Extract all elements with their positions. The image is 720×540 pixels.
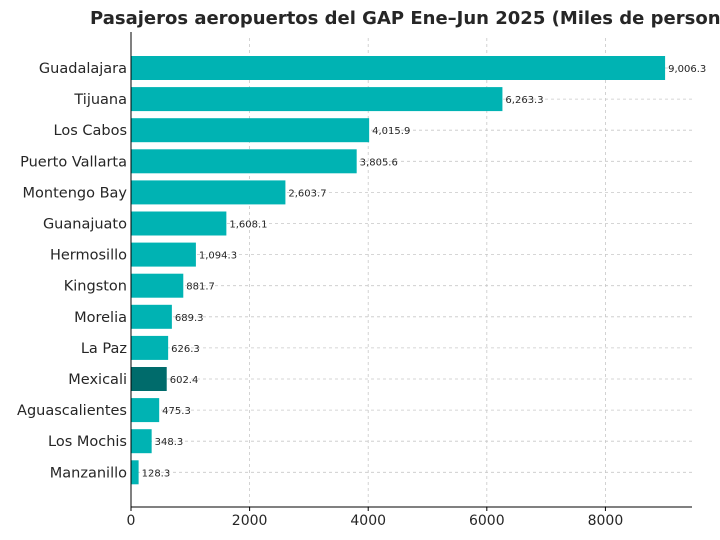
x-tick-label: 0 [127, 513, 136, 529]
category-label: Manzanillo [50, 465, 127, 481]
category-label: Tijuana [73, 92, 127, 108]
value-label: 128.3 [142, 468, 171, 479]
category-label: Los Mochis [48, 434, 127, 450]
value-label: 626.3 [171, 344, 200, 355]
category-label: La Paz [81, 341, 127, 357]
bars [131, 56, 666, 485]
value-label: 475.3 [162, 406, 191, 417]
bar-mexicali [131, 367, 167, 391]
value-label: 4,015.9 [372, 126, 410, 137]
value-label: 2,603.7 [288, 188, 326, 199]
bar-guadalajara [131, 56, 666, 80]
bar-hermosillo [131, 242, 196, 267]
category-label: Mexicali [68, 372, 127, 388]
bar-kingston [131, 273, 184, 298]
value-label: 602.4 [170, 375, 199, 386]
value-labels: 9,006.3 6,263.3 4,015.9 3,805.6 2,603.7 1,608… [142, 64, 707, 479]
bar-guanajuato [131, 211, 227, 236]
category-label: Hermosillo [50, 248, 127, 264]
grid-lines [131, 38, 692, 507]
value-label: 689.3 [175, 313, 204, 324]
bar-manzanillo [131, 460, 139, 485]
bar-los-cabos [131, 118, 370, 143]
bar-los-mochis [131, 429, 152, 454]
chart-title: Pasajeros aeropuertos del GAP Ene–Jun 20… [90, 8, 720, 29]
category-label: Morelia [74, 310, 127, 326]
x-tick-label: 4000 [350, 513, 386, 529]
value-label: 881.7 [186, 282, 215, 293]
x-tick-label: 2000 [232, 513, 268, 529]
value-label: 1,608.1 [229, 220, 267, 231]
bar-tijuana [131, 87, 503, 112]
category-label: Kingston [64, 279, 127, 295]
value-label: 6,263.3 [505, 95, 543, 106]
value-label: 3,805.6 [360, 157, 398, 168]
bar-montengo-bay [131, 180, 286, 205]
x-tick-label: 6000 [469, 513, 505, 529]
bar-aguascalientes [131, 398, 160, 423]
axes: Guadalajara Tijuana Los Cabos Puerto Vallar… [17, 32, 692, 529]
bar-morelia [131, 304, 172, 329]
value-label: 1,094.3 [199, 251, 237, 262]
value-label: 348.3 [155, 437, 184, 448]
bar-puerto-vallarta [131, 149, 357, 174]
category-label: Guadalajara [39, 61, 127, 77]
x-tick-label: 8000 [588, 513, 624, 529]
category-label: Los Cabos [54, 123, 128, 139]
bar-la-paz [131, 335, 169, 360]
value-label: 9,006.3 [668, 64, 706, 75]
category-label: Guanajuato [43, 217, 127, 233]
category-label: Aguascalientes [17, 403, 127, 419]
category-label: Puerto Vallarta [20, 154, 127, 170]
category-label: Montengo Bay [23, 185, 128, 201]
